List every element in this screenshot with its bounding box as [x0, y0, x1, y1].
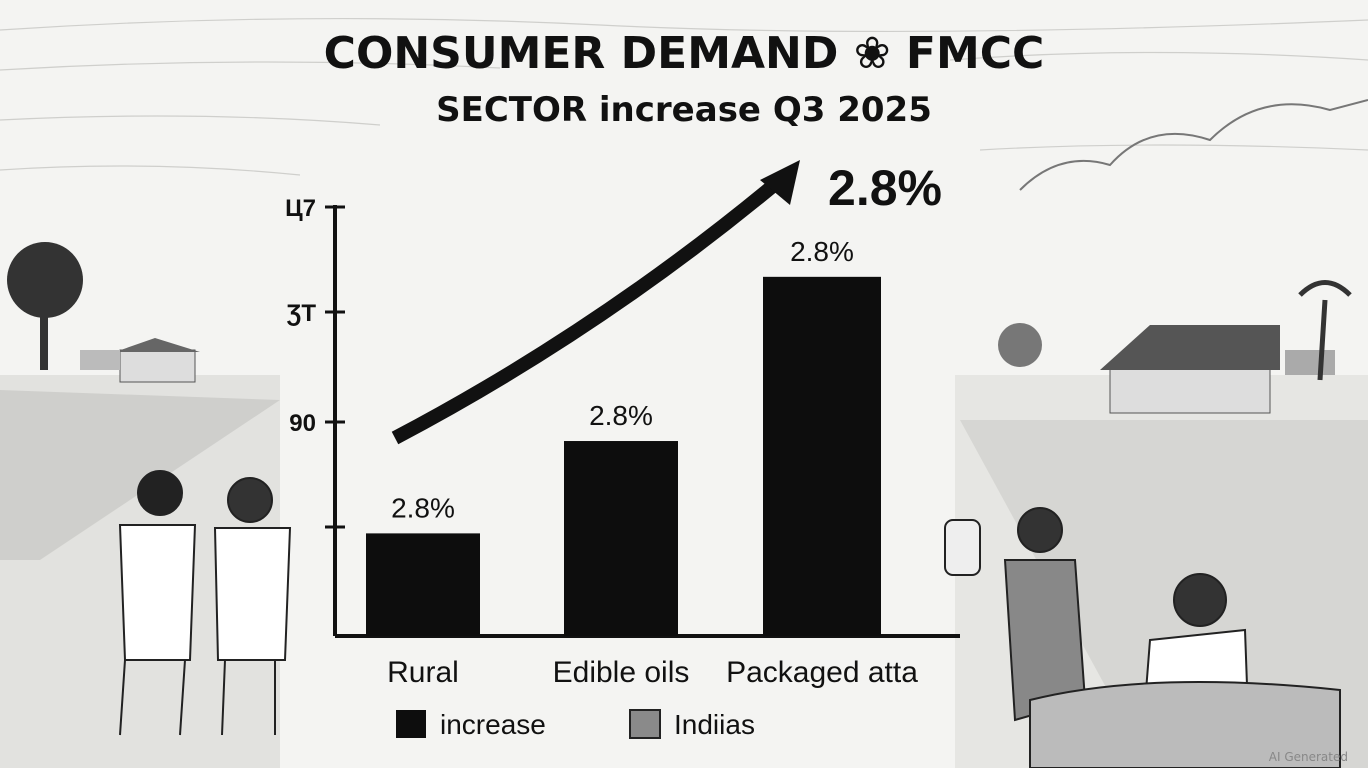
- chart-title-line2: SECTOR increase Q3 2025: [436, 90, 932, 130]
- y-tick-label: ƷT: [287, 300, 317, 327]
- people-left: [118, 470, 292, 736]
- trend-annotation: 2.8%: [828, 160, 942, 216]
- trend-arrow-head: [760, 160, 800, 205]
- people-right: [944, 507, 1341, 768]
- legend-swatch-increase: [396, 710, 426, 738]
- watermark: AI Generated: [1268, 750, 1348, 764]
- bar-2: [763, 276, 881, 636]
- category-label: Packaged atta: [726, 656, 918, 689]
- legend-label-increase: increase: [440, 709, 546, 740]
- chart-title-line1: CONSUMER DEMAND ❀ FMCC: [323, 28, 1045, 79]
- bar-0: [366, 533, 480, 636]
- data-label: 2.8%: [790, 236, 854, 267]
- trend-arrow: [391, 174, 785, 445]
- category-label: Edible oils: [553, 656, 690, 689]
- y-tick-label: 90: [289, 410, 316, 437]
- legend: increase Indiias: [396, 709, 755, 740]
- data-label: 2.8%: [589, 400, 653, 431]
- legend-label-indiias: Indiias: [674, 709, 755, 740]
- y-tick-label: Ц7: [285, 195, 316, 222]
- legend-swatch-indiias: [629, 709, 661, 739]
- data-label: 2.8%: [391, 492, 455, 523]
- cloud-sketch: [1019, 99, 1368, 191]
- bar-1: [564, 441, 678, 636]
- category-label: Rural: [387, 656, 459, 689]
